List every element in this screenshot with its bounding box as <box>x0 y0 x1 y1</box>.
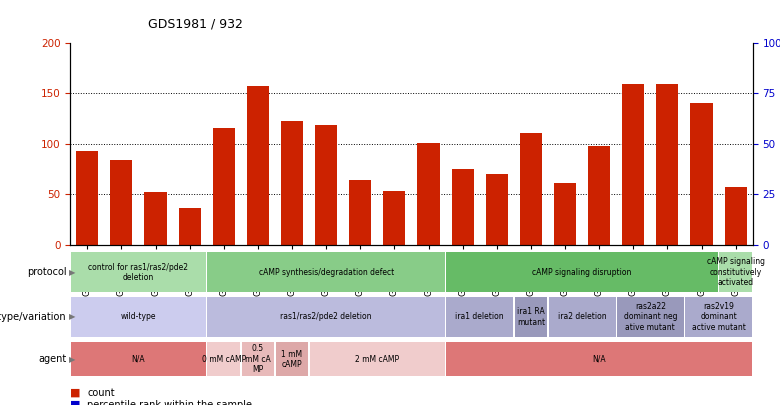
Text: cAMP synthesis/degradation defect: cAMP synthesis/degradation defect <box>258 268 394 277</box>
Text: ras2v19
dominant
active mutant: ras2v19 dominant active mutant <box>692 302 746 332</box>
Text: GDS1981 / 932: GDS1981 / 932 <box>148 17 243 30</box>
Text: 2 mM cAMP: 2 mM cAMP <box>355 355 399 364</box>
Text: 0.5
mM cA
MP: 0.5 mM cA MP <box>245 344 271 374</box>
Bar <box>71 297 206 337</box>
Bar <box>417 143 440 245</box>
Bar <box>207 342 240 376</box>
Text: cAMP signaling disruption: cAMP signaling disruption <box>533 268 632 277</box>
Text: ira2 deletion: ira2 deletion <box>558 312 606 322</box>
Text: control for ras1/ras2/pde2
deletion: control for ras1/ras2/pde2 deletion <box>88 263 189 282</box>
Bar <box>622 84 644 245</box>
Bar <box>486 174 508 245</box>
Bar <box>71 252 206 292</box>
Text: ▶: ▶ <box>69 268 76 277</box>
Bar <box>383 192 406 245</box>
Text: ■: ■ <box>70 400 80 405</box>
Text: percentile rank within the sample: percentile rank within the sample <box>87 400 253 405</box>
Text: ira1 deletion: ira1 deletion <box>456 312 504 322</box>
Bar <box>554 183 576 245</box>
Text: ras2a22
dominant neg
ative mutant: ras2a22 dominant neg ative mutant <box>623 302 677 332</box>
Text: ira1 RA
mutant: ira1 RA mutant <box>517 307 545 326</box>
Bar <box>656 84 679 245</box>
Bar <box>685 297 752 337</box>
Bar <box>207 297 445 337</box>
Bar <box>310 342 445 376</box>
Bar <box>349 180 371 245</box>
Bar <box>725 187 746 245</box>
Bar <box>71 342 206 376</box>
Text: ■: ■ <box>70 388 80 398</box>
Bar <box>179 207 200 245</box>
Point <box>183 15 196 21</box>
Bar <box>548 297 615 337</box>
Text: count: count <box>87 388 115 398</box>
Text: 1 mM
cAMP: 1 mM cAMP <box>282 350 303 369</box>
Text: protocol: protocol <box>27 267 66 277</box>
Bar <box>144 192 167 245</box>
Bar <box>446 252 718 292</box>
Bar <box>315 124 337 245</box>
Text: N/A: N/A <box>592 355 606 364</box>
Text: agent: agent <box>38 354 66 364</box>
Bar <box>275 342 308 376</box>
Bar <box>588 146 610 245</box>
Bar <box>690 103 713 245</box>
Text: genotype/variation: genotype/variation <box>0 312 66 322</box>
Bar <box>617 297 684 337</box>
Bar <box>519 133 542 245</box>
Bar <box>452 169 473 245</box>
Text: cAMP signaling
constitutively
activated: cAMP signaling constitutively activated <box>707 258 764 287</box>
Text: 0 mM cAMP: 0 mM cAMP <box>202 355 246 364</box>
Text: ▶: ▶ <box>69 312 76 322</box>
Text: ▶: ▶ <box>69 355 76 364</box>
Bar <box>515 297 548 337</box>
Bar <box>242 342 275 376</box>
Bar <box>110 160 133 245</box>
Bar <box>446 297 513 337</box>
Text: ras1/ras2/pde2 deletion: ras1/ras2/pde2 deletion <box>280 312 372 322</box>
Bar <box>719 252 752 292</box>
Text: wild-type: wild-type <box>121 312 156 322</box>
Bar <box>207 252 445 292</box>
Text: N/A: N/A <box>132 355 145 364</box>
Bar <box>76 151 98 245</box>
Bar <box>281 122 303 245</box>
Bar <box>446 342 752 376</box>
Bar <box>246 86 269 245</box>
Bar <box>213 128 235 245</box>
